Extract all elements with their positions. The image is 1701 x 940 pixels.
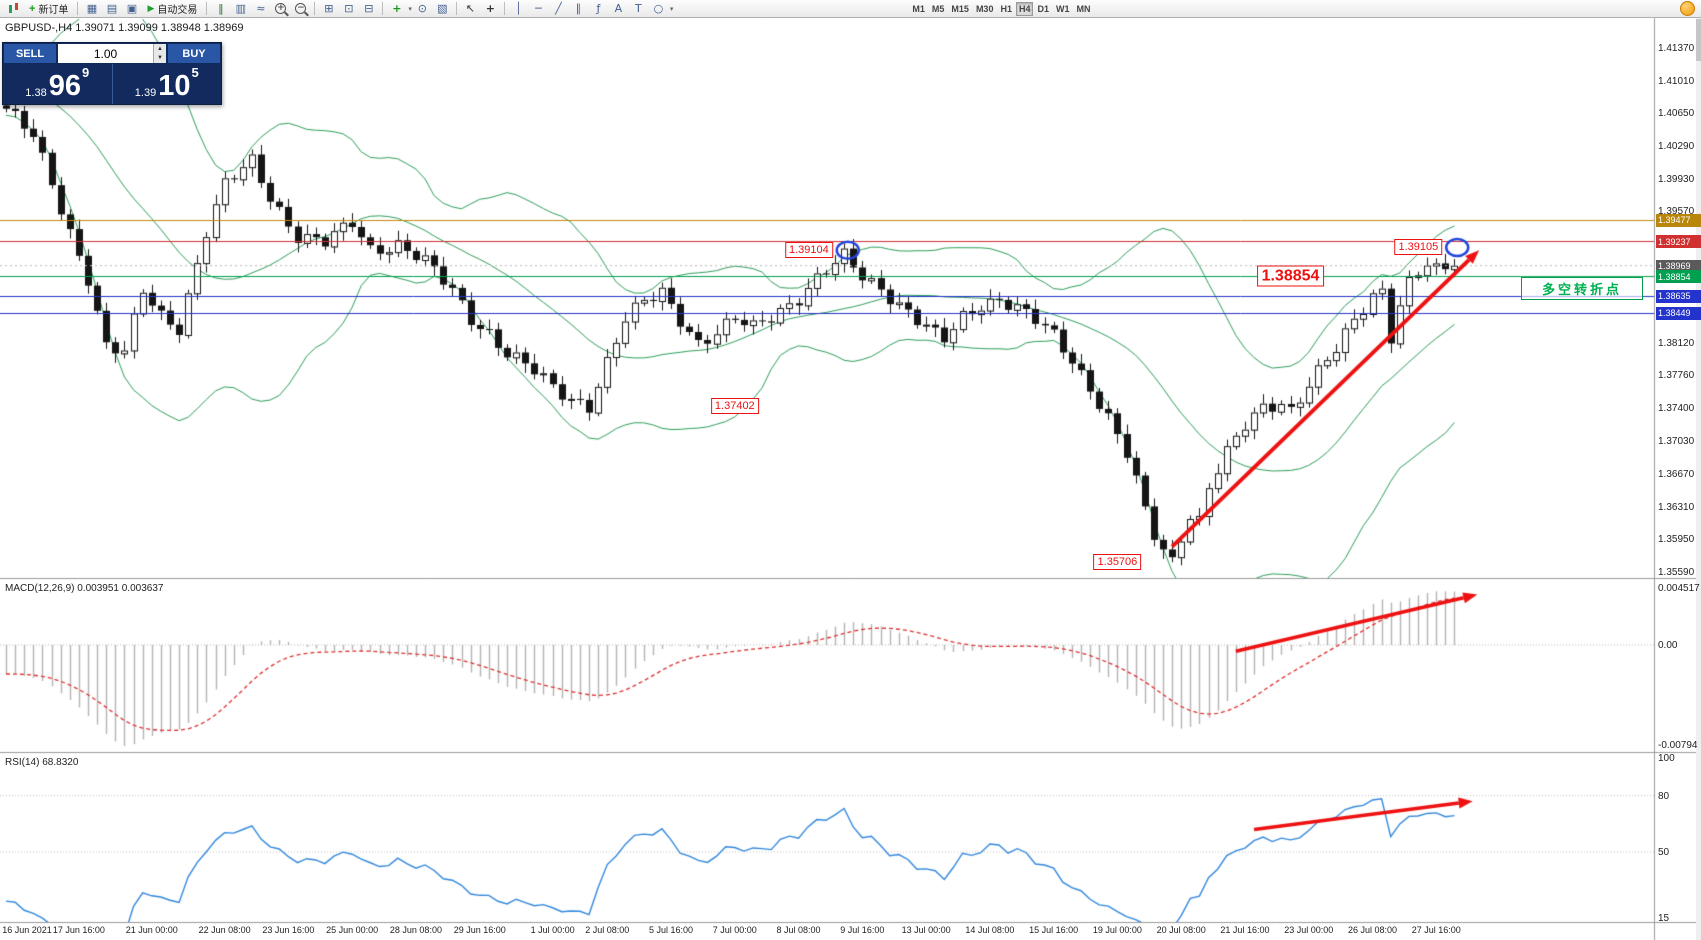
toolbar-separator: [206, 2, 208, 15]
sell-button[interactable]: SELL: [3, 43, 57, 64]
bar-chart-icon[interactable]: [211, 0, 230, 17]
buy-price-big: 10: [158, 70, 191, 102]
auto-trading-button[interactable]: ▶ 自动交易: [142, 1, 202, 16]
sell-price-big: 96: [48, 70, 81, 102]
play-icon: ▶: [147, 3, 155, 13]
bull-bear-turning-point-note[interactable]: 多空转折点: [1521, 277, 1643, 300]
symbol-chart-icon[interactable]: [4, 0, 23, 17]
volume-input[interactable]: [58, 44, 153, 63]
sell-price-pip: 9: [81, 65, 90, 80]
zoom-out-icon[interactable]: −: [295, 3, 307, 14]
channel-icon[interactable]: [569, 0, 588, 17]
rsi-indicator-label: RSI(14) 68.8320: [5, 757, 79, 768]
toolbar-separator: [77, 2, 79, 15]
timeframe-w1-button[interactable]: W1: [1053, 2, 1073, 16]
shapes-icon[interactable]: [649, 0, 668, 17]
vertical-line-icon[interactable]: [509, 0, 528, 17]
one-click-trading-panel: SELL ▲ ▼ BUY 1.38 96 9 1.39 10 5: [2, 42, 222, 105]
horizontal-line-icon[interactable]: [529, 0, 548, 17]
buy-button[interactable]: BUY: [167, 43, 221, 64]
new-order-label: 新订单: [38, 5, 69, 16]
toolbar-separator: [503, 2, 505, 15]
new-order-button[interactable]: + 新订单: [24, 1, 73, 17]
chevron-down-icon[interactable]: ▾: [408, 5, 412, 13]
symbol-ohlc-header: GBPUSD-,H4 1.39071 1.39099 1.38948 1.389…: [5, 22, 244, 34]
periods-icon[interactable]: [413, 0, 432, 17]
navigator-icon[interactable]: [122, 0, 141, 17]
timeframe-m15-button[interactable]: M15: [948, 2, 972, 16]
timeframe-m1-button[interactable]: M1: [909, 2, 928, 16]
chevron-down-icon[interactable]: ▾: [669, 5, 674, 13]
templates-icon[interactable]: [433, 0, 452, 17]
timeframe-h4-button[interactable]: H4: [1015, 1, 1034, 16]
plus-icon: +: [29, 2, 36, 15]
chart-windows-icon[interactable]: [82, 0, 101, 17]
timeframe-m5-button[interactable]: M5: [929, 2, 948, 16]
timeframe-h1-button[interactable]: H1: [997, 2, 1015, 16]
cascade-windows-icon[interactable]: [339, 0, 358, 17]
volume-down-button[interactable]: ▼: [154, 53, 166, 63]
auto-trading-label: 自动交易: [157, 5, 198, 16]
sell-price-small: 1.38: [25, 87, 47, 99]
buy-price-small: 1.39: [134, 87, 157, 99]
indicators-icon[interactable]: [387, 0, 406, 17]
label-tool-icon[interactable]: T: [635, 2, 642, 15]
trendline-icon[interactable]: [549, 0, 568, 17]
toolbar-separator: [314, 2, 316, 15]
candlestick-chart-icon[interactable]: [231, 0, 250, 17]
arrange-windows-icon[interactable]: [359, 0, 378, 17]
timeframe-d1-button[interactable]: D1: [1034, 2, 1052, 16]
zoom-in-icon[interactable]: +: [275, 3, 287, 14]
buy-price-pip: 5: [191, 65, 199, 80]
vertical-scrollbar[interactable]: [1696, 18, 1701, 940]
text-tool-icon[interactable]: A: [614, 2, 623, 15]
toolbar-separator: [455, 2, 457, 15]
tile-windows-icon[interactable]: [319, 0, 338, 17]
timeframe-m30-button[interactable]: M30: [973, 2, 997, 16]
scrollbar-thumb[interactable]: [1696, 19, 1701, 61]
macd-indicator-label: MACD(12,26,9) 0.003951 0.003637: [5, 583, 164, 594]
cursor-icon[interactable]: [461, 0, 480, 17]
toolbar-separator: [382, 2, 384, 15]
volume-up-button[interactable]: ▲: [154, 44, 166, 54]
fibonacci-icon[interactable]: [589, 0, 608, 17]
sell-price-quote[interactable]: 1.38 96 9: [3, 64, 113, 104]
buy-price-quote[interactable]: 1.39 10 5: [113, 64, 222, 104]
profiles-icon[interactable]: [102, 0, 121, 17]
timeframe-mn-button[interactable]: MN: [1074, 2, 1094, 16]
timeframe-group: M1 M5 M15 M30 H1 H4 D1 W1 MN: [909, 1, 1094, 16]
toolbar: + 新订单 ▶ 自动交易 + − ▾ A T ▾ M1M5M15M30H1H4D…: [0, 0, 1701, 18]
notification-icon[interactable]: [1680, 1, 1695, 16]
line-chart-icon[interactable]: [251, 0, 270, 17]
crosshair-icon[interactable]: [481, 0, 500, 17]
